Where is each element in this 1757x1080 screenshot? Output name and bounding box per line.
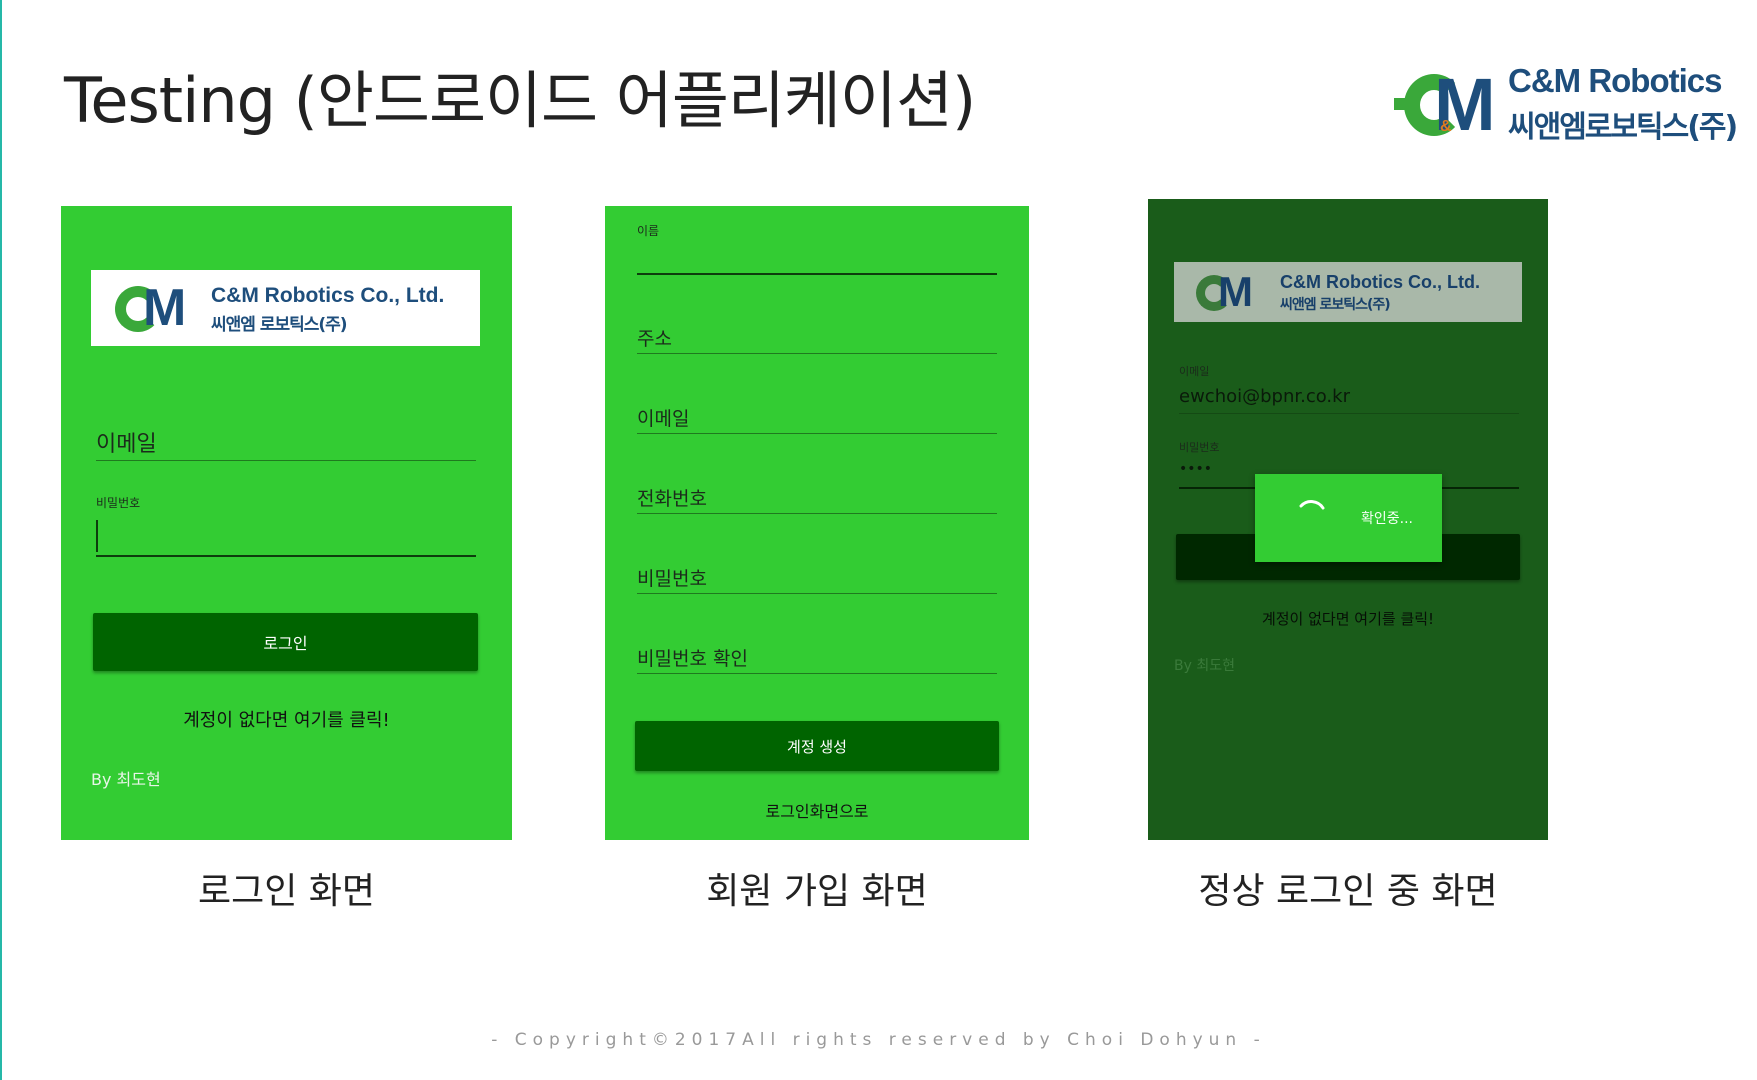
company-logo-letter: M [1434, 63, 1496, 146]
back-to-login-link[interactable]: 로그인화면으로 [765, 802, 869, 821]
progress-dialog-text: 확인중... [1361, 511, 1413, 527]
company-logo: M & C&M Robotics 씨앤엠로보틱스(주) [1390, 58, 1738, 148]
email-input-underline [1179, 413, 1519, 414]
address-input-underline [637, 353, 997, 354]
password-input[interactable]: 비밀번호 [637, 568, 707, 590]
slide-left-rule [0, 0, 2, 1080]
logging-in-screen-caption: 정상 로그인 중 화면 [1198, 871, 1498, 912]
app-logo-name-ko: 씨앤엠 로보틱스(주) [211, 315, 348, 335]
company-logo-mark: M & [1390, 64, 1508, 144]
app-logo-name-en: C&M Robotics Co., Ltd. [211, 284, 445, 307]
logging-in-screen-mockup: M C&M Robotics Co., Ltd. 씨앤엠 로보틱스(주) 이메일… [1148, 199, 1548, 840]
phone-input[interactable]: 전화번호 [637, 488, 707, 510]
email-input[interactable]: 이메일 [96, 432, 157, 457]
signup-link[interactable]: 계정이 없다면 여기를 클릭! [183, 710, 390, 731]
login-screen-caption: 로그인 화면 [197, 871, 376, 912]
author-byline: By 최도현 [1174, 658, 1235, 674]
app-logo-name-en: C&M Robotics Co., Ltd. [1280, 272, 1480, 292]
password-confirm-input[interactable]: 비밀번호 확인 [637, 648, 748, 670]
phone-input-underline [637, 513, 997, 514]
author-byline: By 최도현 [91, 770, 161, 789]
signup-link[interactable]: 계정이 없다면 여기를 클릭! [1261, 610, 1435, 628]
email-input-underline [96, 460, 476, 461]
email-input[interactable]: ewchoi@bpnr.co.kr [1179, 386, 1350, 407]
name-input[interactable] [637, 273, 997, 275]
signup-screen-caption: 회원 가입 화면 [706, 871, 928, 912]
progress-dialog: 확인중... [1255, 474, 1442, 562]
company-logo-amp: & [1440, 118, 1452, 135]
app-logo: M C&M Robotics Co., Ltd. 씨앤엠 로보틱스(주) [91, 270, 480, 346]
email-label: 이메일 [1179, 365, 1210, 378]
email-input[interactable]: 이메일 [637, 408, 690, 430]
copyright-footer: - Copyright©2017All rights reserved by C… [491, 1030, 1266, 1050]
text-cursor [96, 520, 98, 552]
password-input[interactable]: •••• [1179, 461, 1213, 477]
name-label: 이름 [637, 224, 660, 238]
app-logo: M C&M Robotics Co., Ltd. 씨앤엠 로보틱스(주) [1174, 262, 1522, 322]
address-input[interactable]: 주소 [637, 328, 672, 350]
password-confirm-input-underline [637, 673, 997, 674]
password-label: 비밀번호 [96, 496, 141, 510]
login-screen-mockup: M C&M Robotics Co., Ltd. 씨앤엠 로보틱스(주) 이메일… [61, 206, 512, 840]
company-name-ko: 씨앤엠로보틱스(주) [1508, 110, 1738, 145]
password-input[interactable] [96, 555, 476, 557]
email-input-underline [637, 433, 997, 434]
app-logo-name-ko: 씨앤엠 로보틱스(주) [1280, 297, 1391, 313]
password-input-underline [637, 593, 997, 594]
create-account-button[interactable]: 계정 생성 [635, 721, 999, 771]
company-name-en: C&M Robotics [1508, 62, 1722, 99]
loading-spinner-icon [1299, 500, 1325, 510]
login-button[interactable]: 로그인 [93, 613, 478, 671]
signup-screen-mockup: 이름 주소 이메일 전화번호 비밀번호 비밀번호 확인 계정 생성 로그인화면으… [605, 206, 1029, 840]
password-label: 비밀번호 [1179, 441, 1220, 454]
slide-title: Testing (안드로이드 어플리케이션) [64, 64, 976, 137]
